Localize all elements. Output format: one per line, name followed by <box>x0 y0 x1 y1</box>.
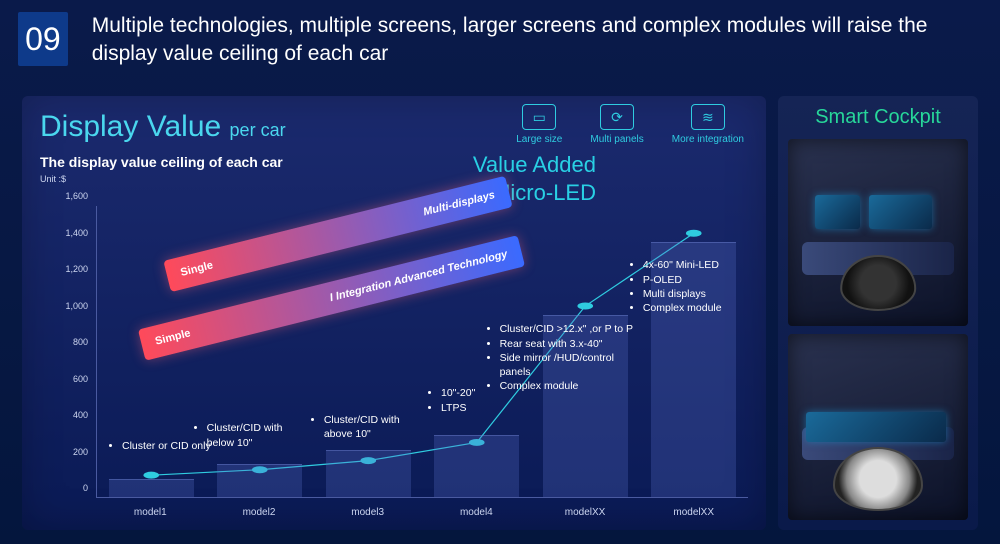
chart-subtitle: The display value ceiling of each car <box>40 154 748 170</box>
y-tick: 1,600 <box>65 191 88 201</box>
x-label: model2 <box>205 507 314 518</box>
y-tick: 200 <box>73 447 88 457</box>
unit-label: Unit :$ <box>40 174 748 184</box>
annotation-m5: Cluster/CID >12.x" ,or P to PRear seat w… <box>488 322 643 393</box>
x-axis-labels: model1model2model3model4modelXXmodelXX <box>96 507 748 518</box>
annotation-item: Cluster/CID with above 10" <box>324 413 422 441</box>
x-label: model1 <box>96 507 205 518</box>
y-tick: 600 <box>73 374 88 384</box>
annotation-item: Cluster/CID with below 10" <box>207 421 305 449</box>
chart-panel: Display Value per car ▭Large size⟳Multi … <box>22 96 766 530</box>
bar <box>109 479 194 497</box>
annotation-m2: Cluster/CID with below 10" <box>195 421 305 449</box>
feature-icons-row: ▭ Large size ⟳ Multi panels ≋ More integratio… <box>516 104 744 145</box>
y-axis: 02004006008001,0001,2001,4001,600 <box>62 206 92 498</box>
plot-area: SingleMulti-displaysSimpleI Integration … <box>96 206 748 498</box>
chart-area: 02004006008001,0001,2001,4001,600 Single… <box>62 206 748 498</box>
y-tick: 0 <box>83 483 88 493</box>
icon-label: Multi panels <box>590 134 643 145</box>
line-chart-svg <box>97 206 748 497</box>
y-tick: 800 <box>73 337 88 347</box>
slide-title: Multiple technologies, multiple screens,… <box>92 12 976 69</box>
x-label: model3 <box>313 507 422 518</box>
annotation-item: Multi displays <box>643 287 766 301</box>
icon-label: More integration <box>672 134 744 145</box>
icon-label: Large size <box>516 134 562 145</box>
bar <box>217 464 302 497</box>
y-tick: 1,200 <box>65 264 88 274</box>
cockpit-photo-2 <box>788 334 968 521</box>
annotation-item: Side mirror /HUD/control panels <box>500 351 643 379</box>
large-size-icon: ▭ <box>522 104 556 130</box>
smart-cockpit-title: Smart Cockpit <box>788 106 968 129</box>
multi-panels-icon: ⟳ <box>600 104 634 130</box>
multi-panels-icon: ⟳ Multi panels <box>590 104 643 145</box>
more-integration-icon: ≋ More integration <box>672 104 744 145</box>
x-label: modelXX <box>531 507 640 518</box>
more-integration-icon: ≋ <box>691 104 725 130</box>
annotation-item: Complex module <box>500 379 643 393</box>
annotation-item: 4x-60" Mini-LED <box>643 258 766 272</box>
slide-number-badge: 09 <box>18 12 68 66</box>
cockpit-photo-1 <box>788 139 968 326</box>
y-tick: 1,400 <box>65 228 88 238</box>
annotation-item: LTPS <box>441 401 539 415</box>
value-added-label: Value Added <box>473 152 596 178</box>
annotation-m3: Cluster/CID with above 10" <box>312 413 422 441</box>
bar <box>326 450 411 497</box>
bar <box>434 435 519 497</box>
band-right-label: Multi-displays <box>422 189 496 218</box>
annotation-item: P-OLED <box>643 273 766 287</box>
annotation-item: Complex module <box>643 301 766 315</box>
large-size-icon: ▭ Large size <box>516 104 562 145</box>
smart-cockpit-panel: Smart Cockpit <box>778 96 978 530</box>
annotation-m6: 4x-60" Mini-LEDP-OLEDMulti displaysCompl… <box>631 258 766 315</box>
y-tick: 1,000 <box>65 301 88 311</box>
band-left-label: Simple <box>154 327 192 347</box>
x-label: model4 <box>422 507 531 518</box>
y-tick: 400 <box>73 410 88 420</box>
x-label: modelXX <box>639 507 748 518</box>
annotation-item: Cluster/CID >12.x" ,or P to P <box>500 322 643 336</box>
band-left-label: Single <box>179 259 214 279</box>
annotation-item: Rear seat with 3.x-40" <box>500 337 643 351</box>
